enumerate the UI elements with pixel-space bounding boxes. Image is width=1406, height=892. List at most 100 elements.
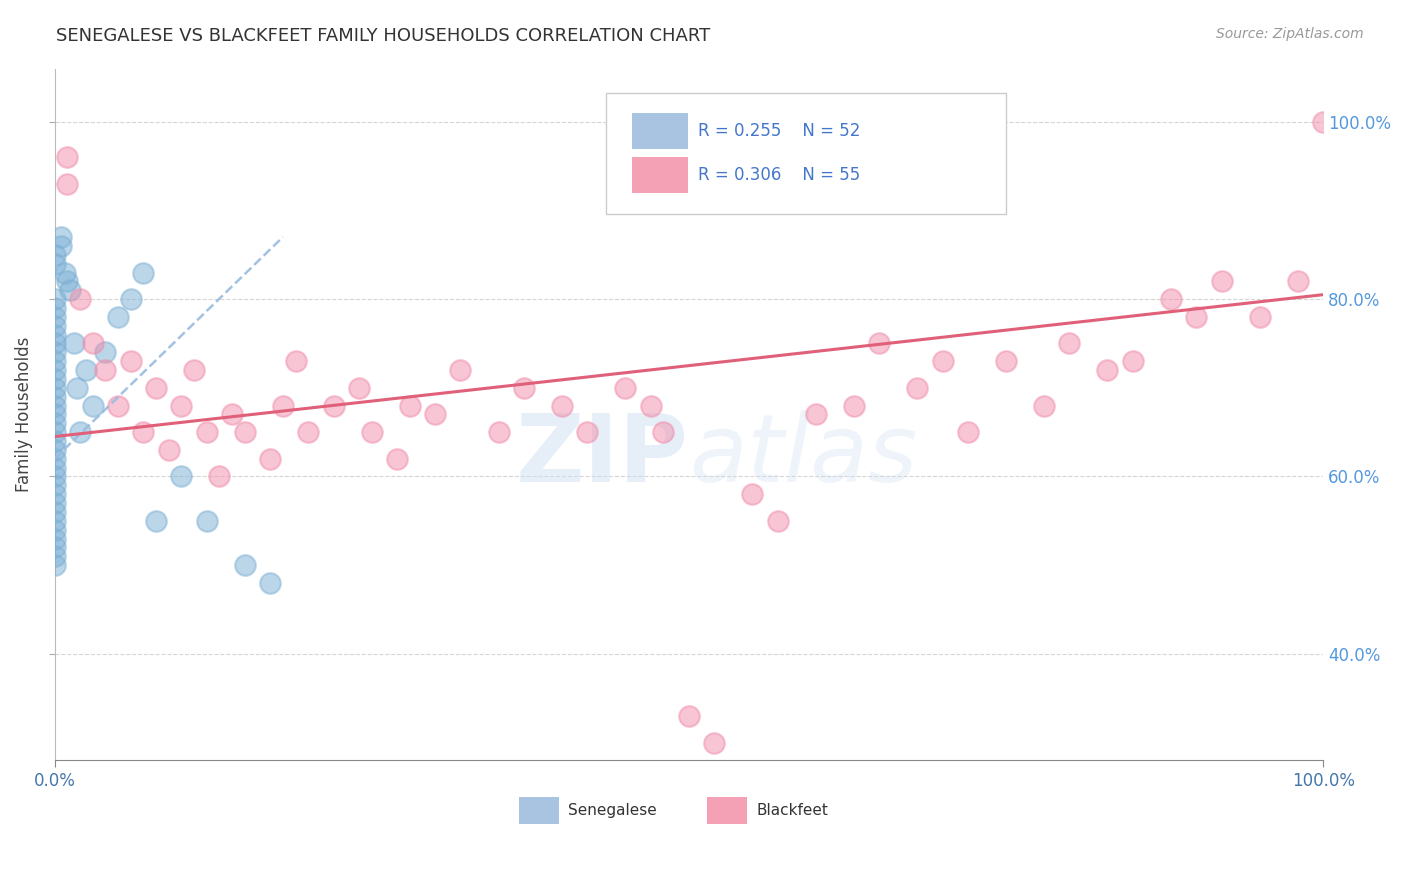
Point (69, 292, 91, 306)
Point (259, 575, 281, 590)
Point (208, 469, 231, 483)
Point (741, 487, 763, 501)
Point (44, 257, 66, 271)
Point (107, 399, 129, 413)
Text: ZIP: ZIP (516, 410, 689, 502)
Point (145, 514, 167, 528)
Point (284, 354, 307, 368)
Point (551, 399, 574, 413)
Y-axis label: Family Households: Family Households (15, 336, 32, 492)
Point (44, 417, 66, 431)
Point (233, 425, 256, 439)
Point (145, 381, 167, 395)
Point (44, 434, 66, 448)
Point (271, 399, 294, 413)
Point (994, 354, 1017, 368)
Text: atlas: atlas (689, 410, 917, 501)
Point (195, 425, 218, 439)
Point (120, 354, 142, 368)
Point (56, 150, 79, 164)
Text: Senegalese: Senegalese (568, 803, 657, 818)
Point (44, 372, 66, 386)
Point (259, 451, 281, 466)
Point (1185, 310, 1208, 324)
Point (385, 451, 408, 466)
Point (53, 265, 76, 279)
Point (347, 381, 370, 395)
Text: Source: ZipAtlas.com: Source: ZipAtlas.com (1216, 27, 1364, 41)
Point (450, 363, 472, 377)
Point (82, 336, 104, 351)
Point (1312, 114, 1334, 128)
Point (107, 310, 129, 324)
Point (1211, 274, 1233, 288)
Point (360, 425, 382, 439)
FancyBboxPatch shape (707, 797, 747, 824)
Point (44, 310, 66, 324)
Point (132, 425, 155, 439)
Point (44, 301, 66, 315)
Point (44, 399, 66, 413)
Point (44, 442, 66, 457)
Point (297, 425, 319, 439)
Point (62, 336, 84, 351)
Point (49, 230, 72, 244)
Text: R = 0.255    N = 52: R = 0.255 N = 52 (697, 122, 860, 140)
Point (44, 478, 66, 492)
Point (44, 381, 66, 395)
Point (66, 381, 89, 395)
Point (44, 390, 66, 404)
Point (1059, 336, 1081, 351)
Point (322, 399, 344, 413)
Point (842, 399, 865, 413)
Point (183, 363, 205, 377)
Point (488, 425, 510, 439)
Point (1033, 399, 1056, 413)
Point (44, 496, 66, 510)
Point (1160, 292, 1182, 306)
Point (44, 354, 66, 368)
Point (44, 523, 66, 537)
Point (652, 425, 675, 439)
Point (44, 292, 66, 306)
Point (1122, 354, 1144, 368)
Point (1286, 274, 1309, 288)
Point (94, 363, 117, 377)
Point (44, 248, 66, 262)
Point (75, 363, 97, 377)
Point (44, 514, 66, 528)
Point (44, 336, 66, 351)
Point (44, 425, 66, 439)
Point (69, 425, 91, 439)
Point (44, 558, 66, 573)
Text: Blackfeet: Blackfeet (756, 803, 828, 818)
Point (1249, 310, 1271, 324)
Point (513, 381, 536, 395)
Point (49, 239, 72, 253)
Point (1097, 363, 1119, 377)
Point (766, 514, 789, 528)
Point (120, 292, 142, 306)
Point (44, 327, 66, 342)
Point (868, 336, 890, 351)
Point (82, 399, 104, 413)
Point (614, 381, 637, 395)
Point (56, 177, 79, 191)
Point (423, 408, 446, 422)
Point (931, 354, 953, 368)
Point (44, 345, 66, 359)
Point (195, 514, 218, 528)
Point (44, 451, 66, 466)
Point (44, 549, 66, 564)
Point (956, 425, 979, 439)
Point (44, 363, 66, 377)
FancyBboxPatch shape (519, 797, 560, 824)
Text: R = 0.306    N = 55: R = 0.306 N = 55 (697, 166, 860, 184)
Point (59, 283, 82, 297)
Point (44, 469, 66, 483)
Point (56, 274, 79, 288)
Point (132, 265, 155, 279)
Point (157, 442, 180, 457)
FancyBboxPatch shape (631, 157, 688, 193)
Point (94, 345, 117, 359)
